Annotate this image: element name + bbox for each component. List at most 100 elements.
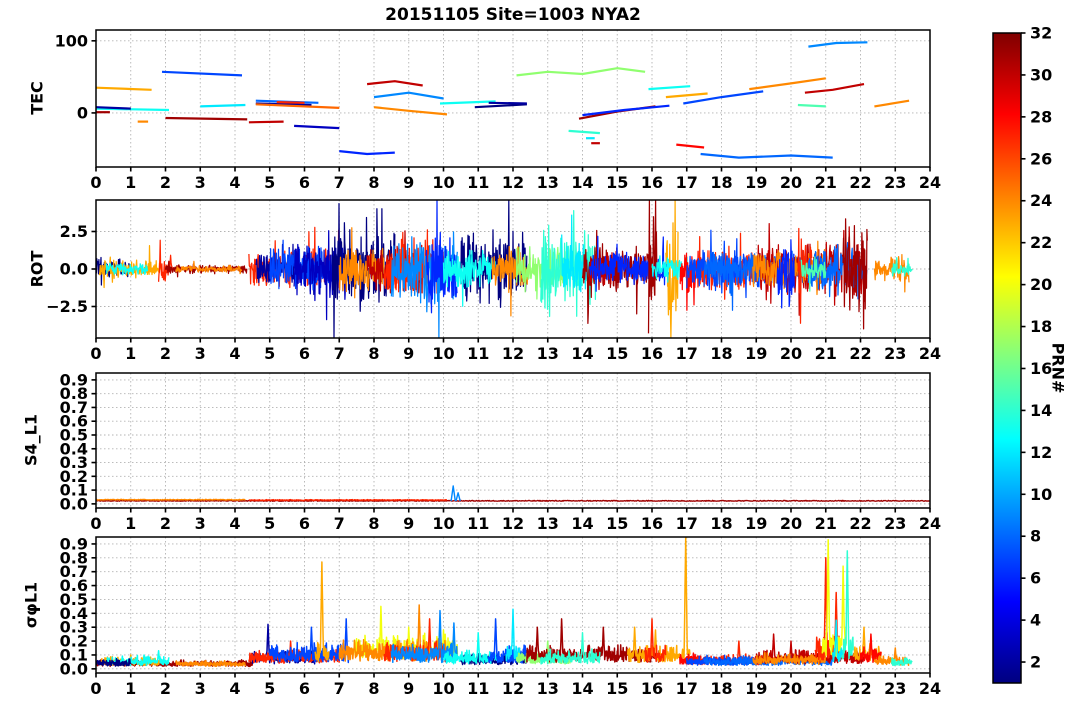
trace-prn-7 (487, 618, 528, 664)
tick-label: 12 (502, 173, 524, 192)
trace-prn-14 (568, 129, 600, 135)
tick-label: 0.5 (60, 425, 88, 444)
tick-label: 16 (1030, 359, 1052, 378)
grid-s4 (95, 373, 931, 508)
tick-label: 0.3 (60, 618, 88, 637)
tick-label: 0.0 (60, 659, 88, 678)
tick-label: 5 (264, 344, 275, 363)
tick-label: 18 (710, 514, 732, 533)
tick-label: 0 (90, 173, 101, 192)
trace-prn-13 (105, 262, 149, 276)
tick-label: 0.6 (60, 576, 88, 595)
trace-prn-7 (161, 70, 243, 77)
tick-label: 8 (1030, 527, 1041, 546)
trace-prn-24 (175, 260, 243, 275)
tick-label: 0.0 (60, 494, 88, 513)
tick-label: 18 (710, 173, 732, 192)
tick-label: 0 (90, 679, 101, 698)
data-rot (96, 200, 913, 338)
trace-prn-28 (676, 143, 705, 149)
grid-tec (95, 30, 931, 167)
tick-label: 9 (403, 173, 414, 192)
tick-label: 6 (1030, 569, 1041, 588)
tick-label: 24 (1030, 191, 1052, 210)
trace-prn-24 (749, 77, 826, 91)
panel-sigma_phi: 0 1 2 3 4 5 6 7 8 9 10 11 12 13 14 15 16 17 18 19 20 21 22 23 24… (60, 534, 941, 698)
tick-label: 13 (537, 173, 559, 192)
tick-label: 0.1 (60, 481, 88, 500)
tick-label: 22 (849, 514, 871, 533)
trace-prn-1 (474, 103, 527, 109)
tick-label: 2 (160, 173, 171, 192)
tick-label: 12 (502, 344, 524, 363)
tick-label: 0.4 (60, 439, 88, 458)
tick-label: 3 (195, 514, 206, 533)
tick-label: 0.7 (60, 562, 88, 581)
tick-label: 9 (403, 514, 414, 533)
trace-prn-23 (96, 86, 152, 91)
tick-label: 5 (264, 173, 275, 192)
tick-label: 22 (1030, 233, 1052, 252)
tick-label: 0.0 (60, 260, 88, 279)
tick-label: 20 (780, 173, 802, 192)
tick-label: 0.8 (60, 384, 88, 403)
trace-prn-24 (752, 651, 827, 666)
trace-prn-6 (425, 200, 458, 314)
ticks-s4 (91, 379, 931, 513)
tick-label: 24 (919, 344, 941, 363)
tick-label: 23 (884, 344, 906, 363)
trace-prn-31 (842, 218, 868, 330)
trace-prn-28 (679, 250, 708, 311)
tick-label: 6 (299, 173, 310, 192)
tick-label: 16 (641, 679, 663, 698)
trace-prn-27 (276, 101, 305, 104)
tick-label: 11 (467, 344, 489, 363)
tick-label: 12 (502, 679, 524, 698)
tick-label: 1 (125, 514, 136, 533)
trace-prn-24 (373, 106, 448, 116)
tick-label: 32 (1030, 24, 1052, 43)
tick-label: 19 (745, 344, 767, 363)
tick-label: 11 (467, 514, 489, 533)
tick-label: 0.9 (60, 370, 88, 389)
colorbar (992, 32, 1022, 684)
trace-prn-28 (859, 633, 882, 663)
tick-label: 14 (571, 344, 593, 363)
trace-prn-15 (800, 256, 827, 292)
tick-label: 1 (125, 173, 136, 192)
tick-label: 8 (368, 344, 379, 363)
trace-prn-1 (96, 658, 132, 667)
tick-label: 8 (368, 514, 379, 533)
tick-label: 6 (299, 514, 310, 533)
tick-label: 15 (606, 344, 628, 363)
data-tec (96, 41, 910, 159)
trace-prn-30 (366, 80, 423, 87)
tick-label: 17 (676, 679, 698, 698)
tick-label: 20 (780, 344, 802, 363)
tick-label: 1 (125, 679, 136, 698)
tick-label: 23 (884, 514, 906, 533)
trace-prn-7 (269, 618, 351, 664)
tick-label: 16 (641, 514, 663, 533)
trace-prn-23 (314, 561, 330, 663)
trace-prn-12 (831, 619, 844, 663)
tick-label: 5 (264, 679, 275, 698)
trace-prn-14 (891, 256, 913, 277)
tick-label: 23 (884, 173, 906, 192)
tick-label: 2.5 (60, 222, 88, 241)
trace-prn-24 (175, 659, 247, 668)
tick-label: 26 (1030, 149, 1052, 168)
tick-label: 13 (537, 679, 559, 698)
trace-prn-12 (200, 103, 246, 108)
tick-label: 12 (502, 514, 524, 533)
tick-label: 15 (606, 173, 628, 192)
tick-label: 22 (849, 173, 871, 192)
trace-prn-27 (248, 498, 448, 502)
spike-prn-9 (450, 485, 456, 502)
tick-label: 8 (368, 679, 379, 698)
trace-prn-3 (294, 124, 340, 130)
trace-prn-13 (439, 100, 496, 105)
tick-label: 7 (334, 173, 345, 192)
tick-label: 18 (1030, 317, 1052, 336)
plot-title: 20151105 Site=1003 NYA2 (385, 5, 641, 25)
